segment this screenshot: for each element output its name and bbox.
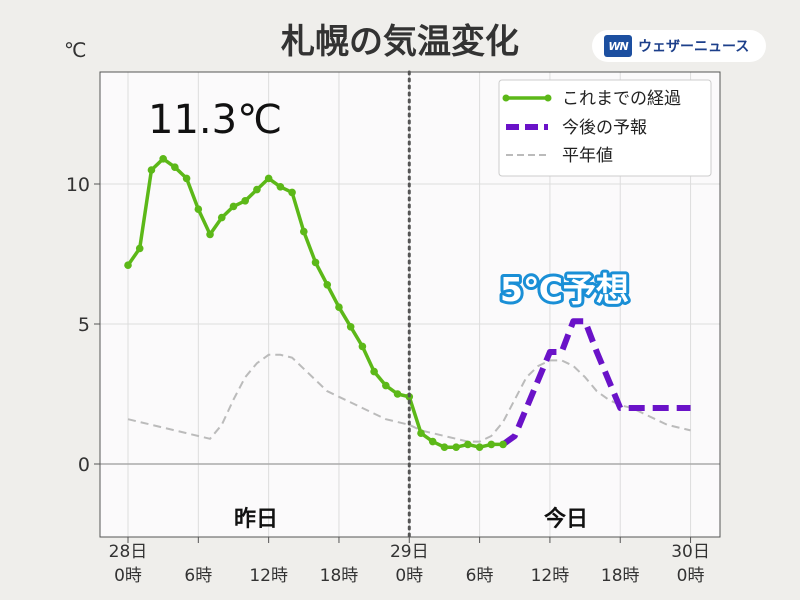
x-tick-label-hour: 0時 (677, 566, 705, 586)
y-tick-label: 10 (66, 174, 90, 196)
observed-point (311, 258, 320, 267)
observed-point (393, 390, 402, 398)
x-tick-label-hour: 6時 (184, 566, 212, 586)
observed-point (276, 183, 285, 191)
observed-point (182, 174, 191, 183)
observed-point (217, 213, 226, 222)
observed-point (147, 166, 156, 174)
x-tick-label-hour: 0時 (114, 566, 142, 586)
observed-point (346, 323, 355, 331)
legend-observed-marker-start (502, 94, 510, 102)
legend-observed-label: これまでの経過 (562, 89, 681, 109)
observed-point (135, 244, 144, 253)
x-tick-label-day: 30日 (671, 542, 710, 562)
normal-series (127, 353, 691, 443)
observed-point (464, 440, 472, 449)
x-tick-label-day: 29日 (390, 542, 429, 562)
observed-point (253, 185, 261, 194)
observed-point (475, 443, 484, 452)
observed-point (358, 342, 367, 351)
weathernews-logo-icon: WN (604, 35, 632, 57)
observed-point (241, 197, 249, 205)
observed-point (323, 281, 332, 289)
observed-point (417, 429, 425, 438)
x-tick-label-hour: 12時 (249, 566, 288, 586)
y-tick-label: 5 (78, 314, 90, 336)
observed-point (499, 440, 507, 449)
y-axis-ticks: 0 5 10 (66, 174, 100, 476)
y-axis-unit: ℃ (64, 38, 87, 62)
x-tick-label-hour: 18時 (601, 566, 640, 586)
forecast-line (501, 318, 691, 447)
observed-point (300, 227, 308, 236)
forecast-series (501, 318, 691, 447)
observed-point (124, 261, 132, 270)
forecast-callout: 5℃予想 (500, 270, 629, 309)
observed-point (229, 202, 238, 211)
brand-badge: WN ウェザーニュース (592, 30, 766, 62)
plot-frame (99, 71, 721, 538)
observed-point (171, 163, 179, 171)
observed-point (159, 155, 167, 163)
observed-point (440, 443, 449, 452)
observed-point (487, 440, 496, 449)
legend-box (498, 79, 712, 177)
legend-normal-label: 平年値 (562, 146, 613, 166)
x-tick-label-day: 28日 (109, 542, 148, 562)
observed-point (194, 205, 203, 213)
y-tick-label: 0 (78, 454, 90, 476)
brand-name: ウェザーニュース (638, 39, 750, 55)
observed-point (382, 381, 390, 390)
x-tick-label-hour: 0時 (395, 566, 423, 586)
normal-line (127, 353, 691, 443)
day-label-yesterday: 昨日 (234, 506, 278, 532)
observed-point (206, 230, 214, 239)
observed-point (370, 367, 378, 376)
observed-point (264, 174, 273, 183)
observed-point (452, 443, 460, 452)
x-axis-ticks: 28日 0時 6時 12時 18時 29日 0時 6時 12時 18時 30日 0時 (109, 537, 710, 586)
observed-series (124, 155, 507, 452)
observed-point (335, 303, 343, 312)
day-label-today: 今日 (544, 506, 588, 532)
chart-title: 札幌の気温変化 (281, 22, 519, 62)
x-tick-label-hour: 18時 (320, 566, 359, 586)
observed-point (288, 188, 296, 197)
legend-observed-marker-end (544, 94, 552, 102)
legend: これまでの経過 今後の予報 平年値 (498, 79, 712, 177)
current-temp-label: 11.3℃ (148, 97, 282, 143)
legend-forecast-label: 今後の予報 (562, 118, 647, 138)
x-tick-label-hour: 6時 (466, 566, 494, 586)
x-tick-label-hour: 12時 (531, 566, 570, 586)
observed-point (428, 437, 437, 446)
